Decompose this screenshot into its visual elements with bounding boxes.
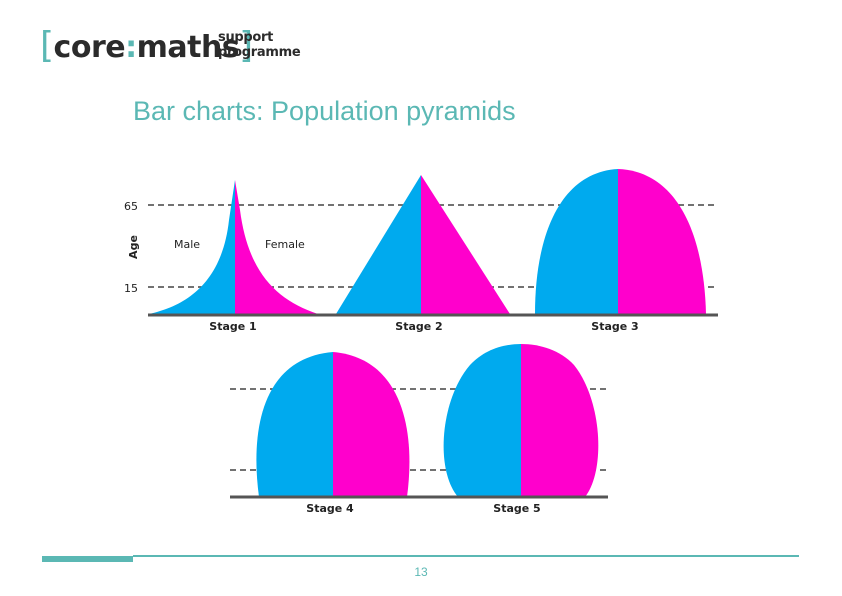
stage-2-male-area: [336, 175, 421, 314]
tick-label-15: 15: [124, 282, 138, 295]
logo-line-support: support: [218, 30, 274, 45]
legend-male: Male: [174, 238, 200, 251]
logo-subtitle: support programme: [218, 30, 301, 60]
logo-wordmark: [core:maths]: [40, 25, 253, 66]
slide-title: Bar charts: Population pyramids: [133, 96, 516, 126]
stage-2-female-area: [421, 175, 510, 314]
stage-4-label: Stage 4: [306, 502, 354, 515]
footer-accent-bar: [42, 556, 133, 562]
legend-female: Female: [265, 238, 305, 251]
pyramid-stage-4: [256, 352, 410, 497]
pyramid-stage-3: [535, 169, 706, 314]
stage-2-label: Stage 2: [395, 320, 442, 333]
stage-3-female-area: [618, 169, 706, 314]
stage-3-label: Stage 3: [591, 320, 638, 333]
pyramid-stage-2: [336, 175, 510, 314]
stage-4-female-area: [333, 352, 410, 497]
pyramid-stage-1: [149, 180, 318, 314]
page-number: 13: [414, 565, 428, 579]
stage-5-female-area: [521, 344, 599, 497]
stage-5-male-area: [443, 344, 521, 497]
stage-1-male-area: [149, 180, 235, 314]
stage-5-label: Stage 5: [493, 502, 540, 515]
stage-3-male-area: [535, 169, 618, 314]
age-axis-label: Age: [127, 235, 140, 259]
pyramid-stage-5: [443, 344, 599, 497]
stage-4-male-area: [256, 352, 333, 497]
stage-1-female-area: [235, 180, 318, 314]
logo-line-programme: programme: [218, 45, 301, 60]
stage-1-label: Stage 1: [209, 320, 256, 333]
footer-rule: [133, 555, 799, 557]
tick-label-65: 65: [124, 200, 138, 213]
